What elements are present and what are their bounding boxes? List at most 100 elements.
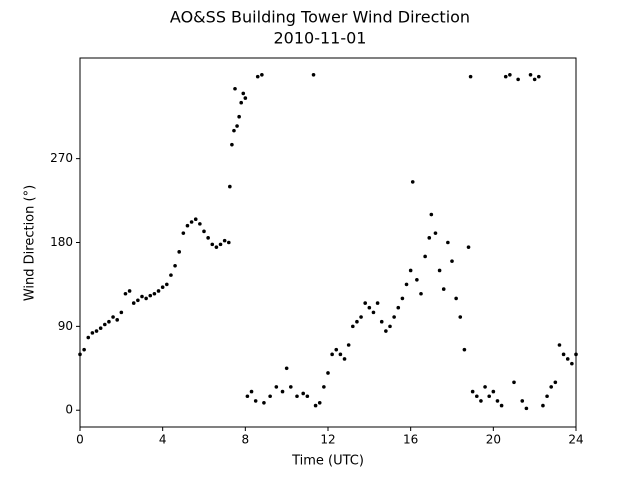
point <box>470 389 475 394</box>
point <box>198 222 202 226</box>
point <box>479 399 483 403</box>
point <box>144 296 148 301</box>
point <box>466 245 471 249</box>
point <box>446 240 450 245</box>
point <box>193 217 198 222</box>
point <box>371 310 376 315</box>
point <box>475 394 479 399</box>
point <box>214 245 219 249</box>
x-tick-label: 24 <box>568 433 583 447</box>
point <box>253 399 258 403</box>
point <box>415 277 419 282</box>
point <box>189 220 194 224</box>
point <box>541 403 545 408</box>
point <box>165 282 169 287</box>
point <box>450 259 454 263</box>
y-tick-label: 270 <box>50 151 73 165</box>
point <box>532 77 537 82</box>
point <box>227 240 231 245</box>
point <box>280 389 285 394</box>
point <box>305 394 310 399</box>
point <box>429 212 434 217</box>
point <box>433 231 438 235</box>
point <box>367 305 372 310</box>
x-tick-label: 4 <box>159 433 167 447</box>
point <box>202 229 206 234</box>
point <box>127 289 132 293</box>
point <box>78 352 82 357</box>
point <box>152 291 157 296</box>
point <box>503 74 508 79</box>
point <box>210 242 215 247</box>
point <box>574 352 578 357</box>
point <box>419 291 423 296</box>
x-axis-label: Time (UTC) <box>291 454 364 469</box>
point <box>334 347 339 352</box>
point <box>249 389 254 394</box>
point <box>218 242 223 247</box>
point <box>173 263 177 268</box>
point <box>404 282 409 287</box>
point <box>520 399 525 403</box>
point <box>392 315 396 319</box>
point <box>512 380 516 385</box>
point <box>185 223 190 228</box>
point <box>148 293 153 298</box>
y-tick-label: 0 <box>65 403 73 417</box>
point <box>232 128 236 133</box>
point <box>222 238 227 243</box>
point <box>565 357 570 361</box>
point <box>338 352 343 357</box>
point <box>499 403 504 408</box>
point <box>289 385 293 389</box>
point <box>123 291 128 296</box>
x-tick-label: 12 <box>320 433 335 447</box>
point <box>524 406 529 411</box>
point <box>342 357 347 361</box>
point <box>160 285 165 290</box>
point <box>458 315 463 319</box>
point <box>410 180 415 184</box>
x-tick-label: 8 <box>242 433 250 447</box>
point <box>396 305 401 310</box>
point <box>487 394 492 399</box>
point <box>441 287 446 291</box>
point <box>230 142 234 147</box>
point <box>111 315 115 319</box>
point <box>94 329 99 333</box>
point <box>237 114 241 119</box>
point <box>255 74 260 79</box>
point <box>363 301 368 305</box>
point <box>351 324 355 329</box>
point <box>301 391 306 396</box>
point <box>245 394 250 399</box>
point <box>570 361 574 366</box>
point <box>516 77 520 82</box>
point <box>107 319 111 324</box>
point <box>468 74 473 79</box>
point <box>557 343 562 347</box>
point <box>260 72 264 77</box>
point <box>115 318 119 322</box>
x-tick-label: 0 <box>76 433 84 447</box>
point <box>375 301 380 305</box>
y-tick-label: 90 <box>58 319 73 333</box>
point <box>379 319 384 324</box>
point <box>103 322 107 327</box>
point <box>284 366 289 371</box>
point <box>545 394 549 399</box>
point <box>86 335 91 340</box>
x-tick-label: 20 <box>486 433 501 447</box>
point <box>495 399 500 403</box>
point <box>241 91 246 96</box>
point <box>537 74 541 79</box>
point <box>136 298 140 303</box>
point <box>408 268 413 273</box>
point <box>355 319 359 324</box>
point <box>311 72 316 77</box>
point <box>553 380 558 385</box>
point <box>274 385 279 389</box>
point <box>156 289 161 293</box>
point <box>528 72 533 77</box>
